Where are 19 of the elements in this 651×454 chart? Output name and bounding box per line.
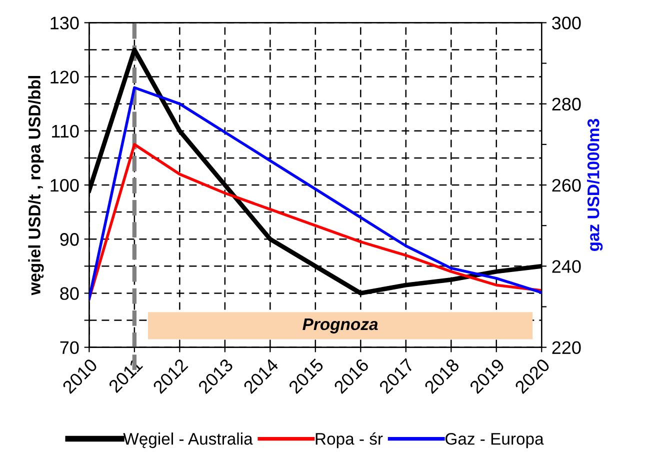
y-tick-label: 130 (50, 16, 79, 30)
legend-label: Ropa - śr (316, 432, 383, 448)
band-label: Prognoza (302, 318, 378, 334)
legend-label: Gaz - Europa (446, 432, 544, 448)
legend-label: Węgiel - Australia (123, 432, 253, 448)
y-tick-label: 80 (60, 287, 79, 300)
y2-axis-title: gaz USD/1000m3 (587, 118, 603, 252)
y2-tick-label: 240 (552, 260, 581, 273)
y2-tick-label: 300 (552, 16, 581, 30)
y2-tick-label: 280 (552, 98, 581, 111)
y2-tick-label: 220 (552, 341, 581, 354)
line-series (89, 86, 542, 300)
y-tick-label: 90 (60, 233, 79, 246)
y-tick-label: 120 (50, 70, 79, 84)
y-tick-label: 100 (50, 178, 79, 192)
y-tick-label: 110 (52, 124, 79, 138)
y-axis-title: węgiel USD/t , ropa USD/bbl (28, 76, 44, 296)
y2-tick-label: 260 (552, 178, 581, 192)
y-tick-label: 70 (60, 341, 79, 354)
